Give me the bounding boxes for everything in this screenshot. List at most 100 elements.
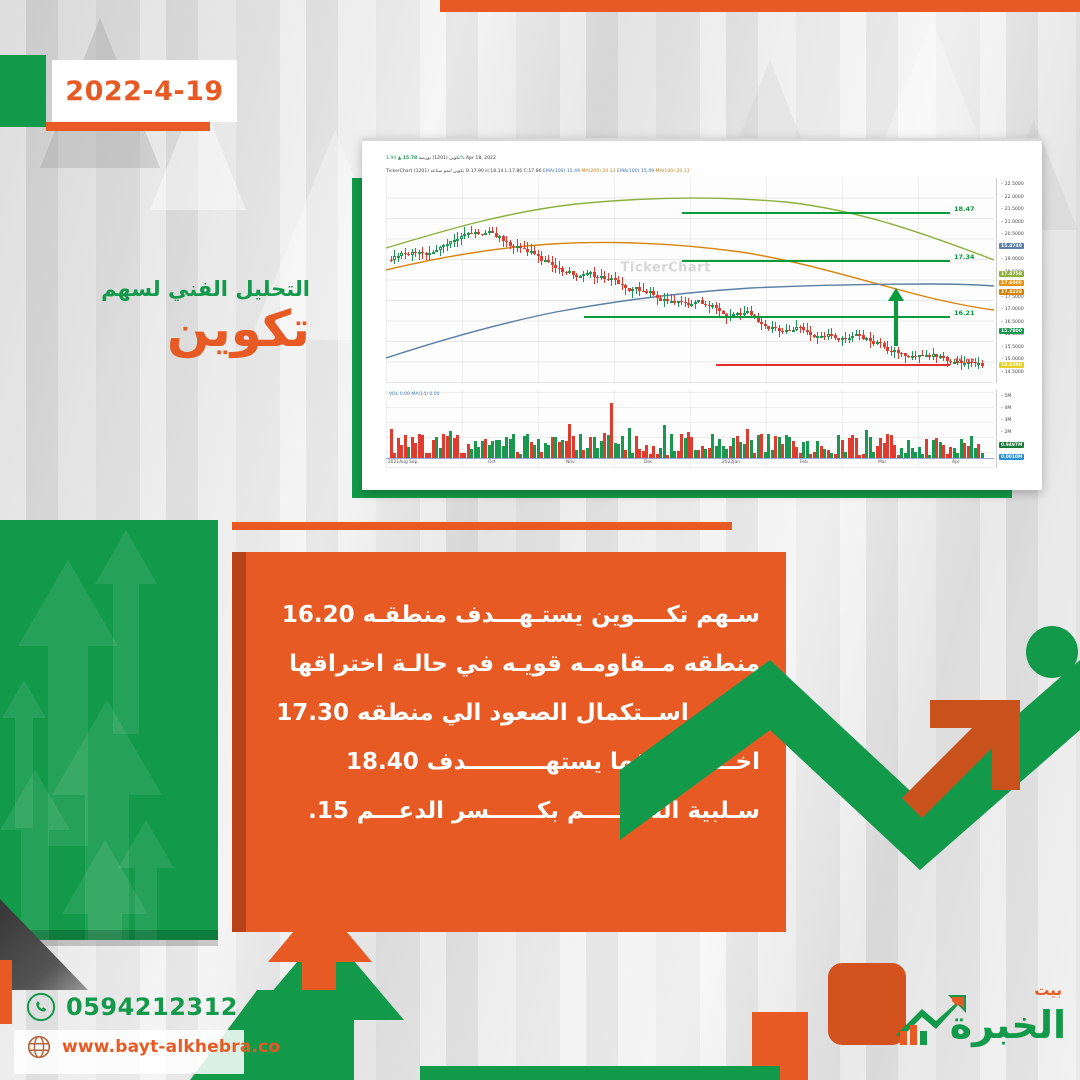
volume-bar [942, 445, 946, 459]
volume-bar [393, 452, 397, 459]
resistance-label-1847: 18.47 [954, 205, 975, 213]
volume-bar [463, 453, 467, 459]
volume-bar [582, 449, 586, 459]
volume-bar [742, 444, 746, 459]
volume-bar [977, 444, 980, 459]
volume-bar [529, 442, 533, 459]
volume-bar [512, 433, 516, 459]
volume-bar [952, 447, 956, 459]
price-tick-label: – 21.0000 [1001, 219, 1024, 225]
volume-bar [945, 454, 949, 459]
contact-website[interactable]: www.bayt-alkhebra.co [26, 1034, 280, 1060]
price-tick-label: – 19.0000 [1001, 257, 1024, 262]
volume-bar [533, 445, 537, 459]
volume-bar [414, 443, 418, 459]
volume-bar [673, 451, 677, 459]
volume-bar [652, 445, 656, 459]
volume-bar [718, 439, 722, 459]
volume-bar [477, 447, 481, 459]
page-title: التحليل الفني لسهم تكوين [62, 277, 310, 356]
volume-bar [763, 451, 767, 459]
x-axis-tick-label: Dec [644, 460, 653, 465]
decorative-green-arrow-panel [0, 520, 218, 940]
contact-phone[interactable]: 0594212312 [26, 992, 238, 1022]
resistance-line-1734 [682, 260, 950, 262]
price-tick-label: – 17.5000 [1001, 294, 1024, 300]
volume-bar [557, 442, 561, 459]
volume-bar [676, 451, 680, 459]
volume-bar [578, 434, 582, 459]
volume-bar [662, 425, 666, 459]
chart-exchange: بورصة [418, 156, 431, 161]
chart-card-top-divider [362, 138, 1042, 141]
chart-company-ar: تكوين لنمو صناعة [430, 169, 465, 174]
volume-bar [914, 451, 918, 459]
volume-bar [526, 434, 530, 459]
bottom-green-bar [420, 1066, 780, 1080]
chart-indicator-header: TickerChart تكوين لنمو صناعة (1201) O:17… [386, 169, 690, 174]
logo-maintext: الخبرة [949, 1003, 1066, 1047]
stop-label-1502: 15.02 [954, 357, 975, 365]
volume-bar [403, 434, 407, 459]
volume-bar [610, 403, 614, 459]
indicator-ma200-value: 20.13 [602, 169, 616, 174]
indicator-ma100-value: 20.13 [676, 169, 690, 174]
volume-tick-label: – 5M [1001, 394, 1012, 399]
volume-bar [711, 433, 715, 459]
analysis-line: نتوقع اســتكمال الصعود الي منطقه 17.30 [276, 700, 760, 726]
ema100-line [386, 283, 994, 359]
green-panel-shadow [0, 930, 218, 946]
stock-chart-card: تكوين (1201) بورصة 15.78 ▲ 1.94% Apr 18,… [362, 138, 1042, 490]
volume-bar [592, 437, 596, 459]
volume-header-label: VOL 0.00 MA(14) 0.00 [389, 392, 440, 397]
volume-bar [823, 448, 827, 459]
decorative-growth-graphic [620, 600, 1080, 1000]
volume-bar [484, 439, 488, 459]
volume-bar [501, 445, 505, 459]
volume-bar [851, 435, 855, 459]
analysis-line: منطقه مــقاومـه قويـه في حالـة اختراقها [289, 651, 760, 677]
brand-logo[interactable]: بيت الخبرة [896, 975, 1070, 1071]
volume-bar [879, 437, 883, 459]
indicator-ema100-name: EMA(100) [543, 169, 566, 174]
x-axis-tick-label: 2022Jan [722, 460, 740, 465]
volume-bar [938, 441, 942, 459]
volume-bar [854, 437, 858, 459]
top-accent-bar [440, 0, 1080, 12]
chart-quote-date: Apr 18, 2022 [466, 156, 496, 161]
volume-bar [861, 453, 865, 459]
volume-bar [770, 449, 774, 459]
volume-bar [669, 433, 673, 459]
ma200-line [386, 197, 994, 261]
volume-plot-area[interactable]: VOL 0.00 MA(14) 0.00 2021Aug Sep Oct Nov De… [386, 390, 994, 468]
volume-baseline [386, 458, 994, 459]
volume-bar [575, 449, 579, 459]
volume-bar [603, 433, 607, 459]
volume-bar [519, 454, 523, 459]
price-tag-label: 17.4229 [999, 289, 1024, 295]
price-tick-label: – 17.0000 [1001, 307, 1024, 312]
volume-bar [707, 448, 711, 459]
volume-bar [634, 435, 638, 459]
volume-bar [721, 445, 725, 459]
volume-bar [683, 437, 687, 459]
volume-bar [617, 443, 621, 459]
volume-bar [784, 435, 788, 459]
volume-bar [498, 439, 502, 459]
volume-bar [844, 451, 848, 459]
volume-bar [963, 443, 967, 459]
volume-bar [735, 435, 739, 459]
volume-bar [561, 439, 565, 459]
volume-bar [795, 447, 799, 459]
volume-bar [396, 438, 400, 459]
decorative-zigzag-line [620, 660, 1080, 870]
volume-bar [410, 436, 414, 459]
volume-bar [875, 446, 879, 459]
volume-bar [470, 449, 474, 459]
logo-orange-square [828, 963, 906, 1045]
moving-average-lines [386, 197, 994, 359]
volume-bar [921, 453, 925, 459]
volume-bar [638, 448, 642, 459]
price-plot-area[interactable]: TickerChart 18.47 17.34 16.21 15.02 [386, 178, 994, 383]
volume-bar [917, 447, 921, 459]
